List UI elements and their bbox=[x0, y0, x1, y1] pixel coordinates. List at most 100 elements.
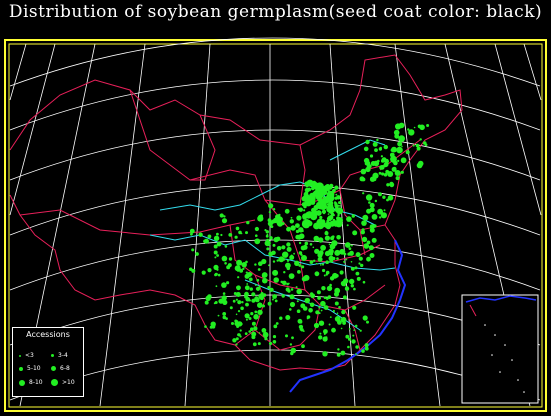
accession-point bbox=[309, 260, 314, 264]
accession-point bbox=[275, 214, 281, 220]
accession-point bbox=[289, 255, 295, 260]
accession-point bbox=[365, 194, 373, 201]
accession-point bbox=[257, 268, 261, 271]
accession-point bbox=[236, 265, 239, 267]
accession-point bbox=[329, 196, 331, 199]
accession-point bbox=[301, 202, 307, 207]
accession-point bbox=[298, 207, 303, 212]
accession-point bbox=[342, 295, 347, 300]
accession-point bbox=[317, 190, 325, 198]
accession-point bbox=[211, 324, 216, 329]
accession-point bbox=[303, 274, 310, 281]
accession-point bbox=[362, 315, 368, 321]
accession-point bbox=[268, 264, 270, 267]
accession-point bbox=[213, 264, 219, 270]
accession-point bbox=[253, 314, 259, 320]
map-title: Distribution of soybean germplasm(seed c… bbox=[8, 2, 543, 22]
accession-point bbox=[319, 264, 322, 266]
accession-point bbox=[280, 280, 284, 284]
accession-point bbox=[359, 329, 362, 332]
accession-point bbox=[198, 232, 203, 237]
accession-point bbox=[360, 230, 365, 235]
accession-point bbox=[396, 146, 403, 154]
accession-point bbox=[222, 315, 227, 320]
accession-point bbox=[251, 292, 256, 297]
accession-point bbox=[311, 186, 315, 191]
accession-point bbox=[334, 301, 339, 306]
accession-point bbox=[337, 204, 340, 207]
accession-point bbox=[324, 235, 330, 241]
accession-point bbox=[240, 306, 244, 311]
accession-point bbox=[378, 171, 382, 175]
accession-point bbox=[233, 292, 237, 295]
accession-point bbox=[352, 334, 355, 337]
accession-point bbox=[350, 284, 354, 288]
accession-point bbox=[291, 336, 294, 340]
accession-point bbox=[248, 277, 253, 282]
accession-point bbox=[366, 161, 371, 166]
legend-item-4: 6-8 bbox=[51, 365, 70, 372]
accession-point bbox=[328, 203, 334, 209]
legend: Accessions <3 3-4 5-10 6-8 8-10 >10 bbox=[12, 327, 84, 397]
accession-point bbox=[329, 251, 334, 256]
accession-point bbox=[283, 271, 286, 274]
accession-point bbox=[339, 270, 344, 275]
accession-point bbox=[258, 285, 261, 288]
accession-point bbox=[397, 159, 400, 162]
accession-point bbox=[204, 325, 207, 328]
accession-point bbox=[258, 332, 261, 334]
accession-point bbox=[222, 312, 227, 316]
accession-point bbox=[381, 172, 385, 176]
accession-point bbox=[346, 224, 349, 227]
accession-point bbox=[366, 208, 372, 214]
accession-point bbox=[272, 340, 277, 344]
accession-point bbox=[229, 306, 233, 310]
accession-point bbox=[285, 315, 291, 320]
accession-point bbox=[241, 301, 244, 304]
legend-item-1: <3 bbox=[19, 352, 34, 359]
accession-point bbox=[271, 298, 274, 301]
accession-point bbox=[297, 207, 300, 211]
accession-point bbox=[343, 278, 349, 284]
accession-point bbox=[301, 255, 307, 261]
accession-point bbox=[265, 234, 269, 238]
accession-point bbox=[236, 286, 239, 289]
accession-point bbox=[413, 126, 416, 129]
accession-point bbox=[221, 282, 227, 288]
accession-point bbox=[335, 274, 339, 278]
accession-point bbox=[268, 220, 274, 226]
accession-point bbox=[361, 228, 365, 232]
accession-point bbox=[304, 297, 310, 304]
accession-point bbox=[322, 212, 326, 215]
accession-point bbox=[219, 213, 224, 218]
accession-point bbox=[235, 343, 238, 346]
accession-point bbox=[301, 265, 305, 269]
accession-point bbox=[246, 283, 249, 285]
accession-point bbox=[251, 335, 256, 340]
accession-point bbox=[191, 248, 195, 252]
accession-point bbox=[335, 207, 341, 213]
accession-point bbox=[327, 295, 332, 299]
accession-point bbox=[220, 233, 223, 237]
accession-point bbox=[304, 221, 307, 224]
accession-point bbox=[350, 267, 355, 271]
legend-item-3: 5-10 bbox=[19, 365, 41, 372]
accession-point bbox=[360, 168, 367, 175]
accession-point bbox=[381, 157, 387, 163]
accession-point bbox=[289, 308, 292, 311]
accession-point bbox=[288, 273, 295, 279]
accession-point bbox=[214, 301, 218, 304]
accession-point bbox=[383, 209, 386, 212]
accession-point bbox=[235, 298, 238, 301]
accession-point bbox=[369, 227, 375, 233]
accession-point bbox=[355, 252, 361, 258]
accession-point bbox=[295, 223, 300, 229]
accession-point bbox=[344, 242, 351, 248]
accession-point bbox=[255, 286, 261, 291]
accession-point bbox=[323, 305, 329, 310]
accession-point bbox=[350, 261, 353, 263]
accession-point bbox=[386, 183, 390, 187]
accession-point bbox=[289, 301, 296, 308]
accession-point bbox=[214, 256, 217, 259]
